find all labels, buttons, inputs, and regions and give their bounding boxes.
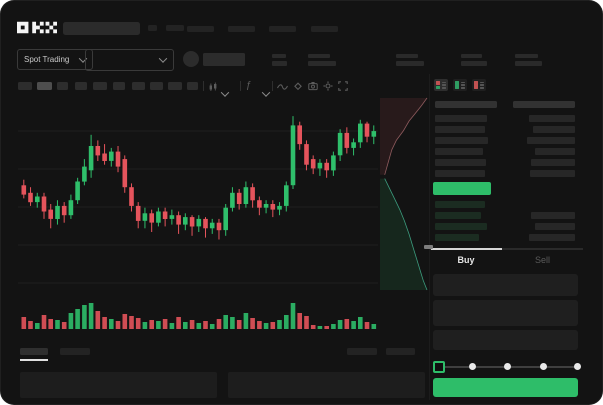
last-price-marker: [424, 245, 433, 249]
amount-input[interactable]: [433, 300, 578, 326]
draw-tool-icon[interactable]: [293, 81, 305, 93]
orderbook-ask-row[interactable]: [435, 115, 575, 122]
amount-bar: [533, 126, 575, 133]
total-input[interactable]: [433, 330, 578, 350]
bottom-tab[interactable]: [60, 348, 90, 355]
coin-avatar: [183, 51, 199, 67]
search-input[interactable]: [63, 22, 140, 35]
amount-bar: [527, 137, 575, 144]
amount-bar: [529, 234, 575, 241]
orderbook-ask-row[interactable]: [435, 170, 575, 177]
timeframe-button[interactable]: [150, 82, 163, 90]
orderbook-bid-row[interactable]: [435, 234, 575, 241]
timeframe-button[interactable]: [93, 82, 107, 90]
amount-bar: [535, 148, 575, 155]
bottom-tab-active[interactable]: [20, 348, 48, 355]
buy-tab-indicator: [431, 248, 502, 250]
orderbook-ask-row[interactable]: [435, 148, 575, 155]
amount-bar: [529, 115, 575, 122]
orderbook-ask-row[interactable]: [435, 159, 575, 166]
depth-size-bar: [435, 170, 485, 177]
tab-buy[interactable]: Buy: [457, 255, 475, 265]
timeframe-button[interactable]: [75, 82, 87, 90]
amount-bar: [535, 223, 575, 230]
volume-histogram: [21, 303, 377, 329]
timeframe-button[interactable]: [168, 82, 182, 90]
market-type-dropdown[interactable]: Spot Trading: [17, 49, 93, 70]
price-input[interactable]: [433, 274, 578, 296]
depth-size-bar: [435, 234, 479, 241]
orderbook-combined-icon[interactable]: [434, 79, 448, 91]
depth-size-bar: [435, 126, 485, 133]
pair-selector-dropdown[interactable]: [85, 49, 174, 71]
slider-stop-75pct[interactable]: [540, 363, 547, 370]
depth-size-bar: [435, 148, 483, 155]
candle-series: [21, 116, 377, 240]
depth-size-bar: [435, 212, 481, 219]
bottom-action-placeholder[interactable]: [386, 348, 415, 355]
orderbook-header-amount: [513, 101, 575, 108]
nav-menu-item[interactable]: [228, 26, 255, 32]
nav-menu-item[interactable]: [269, 26, 296, 32]
panel-divider: [429, 74, 430, 400]
slider-stop-100pct[interactable]: [574, 363, 581, 370]
last-price-bar[interactable]: [433, 182, 491, 195]
timeframe-button[interactable]: [132, 82, 145, 90]
slider-stop-25pct[interactable]: [469, 363, 476, 370]
amount-bar: [531, 212, 575, 219]
orderbook-bid-row[interactable]: [435, 223, 575, 230]
timeframe-button[interactable]: [113, 82, 125, 90]
timeframe-button[interactable]: [187, 82, 198, 90]
toolbar-divider: [240, 81, 241, 91]
camera-icon[interactable]: [308, 81, 320, 93]
bottom-action-placeholder[interactable]: [347, 348, 377, 355]
line-type-icon[interactable]: [277, 82, 289, 94]
depth-size-bar: [435, 159, 486, 166]
pair-name-placeholder: [203, 53, 245, 66]
timeframe-button[interactable]: [57, 82, 68, 90]
okx-logo[interactable]: [17, 21, 57, 34]
slider-handle-0pct[interactable]: [433, 361, 445, 373]
bottom-panel: [20, 372, 217, 398]
buy-button[interactable]: [433, 378, 578, 397]
candle-style-icon[interactable]: [208, 82, 220, 94]
depth-size-bar: [435, 201, 485, 208]
nav-menu-item[interactable]: [311, 26, 338, 32]
toolbar-divider: [203, 81, 204, 91]
bottom-tab-indicator: [20, 359, 48, 361]
fullscreen-icon[interactable]: [338, 81, 350, 93]
depth-chart: [380, 97, 428, 291]
settings-gear-icon[interactable]: [323, 81, 335, 93]
orderbook-ask-row[interactable]: [435, 137, 575, 144]
orderbook-ask-row[interactable]: [435, 126, 575, 133]
orderbook-bid-row[interactable]: [435, 201, 575, 208]
bottom-panel: [228, 372, 425, 398]
candlestick-chart[interactable]: [0, 0, 436, 405]
timeframe-button[interactable]: [18, 82, 32, 90]
timeframe-button[interactable]: [37, 82, 52, 90]
orderbook-header-price: [435, 101, 497, 108]
okx-logo-icon: [17, 21, 57, 34]
amount-bar: [530, 170, 575, 177]
orderbook-asks: [435, 115, 575, 181]
tab-sell[interactable]: Sell: [534, 255, 550, 265]
slider-stop-50pct[interactable]: [504, 363, 511, 370]
market-type-label: Spot Trading: [24, 55, 70, 64]
orderbook-asks-icon[interactable]: [472, 79, 486, 91]
orderbook-bid-row[interactable]: [435, 212, 575, 219]
nav-placeholder[interactable]: [148, 25, 157, 31]
depth-size-bar: [435, 115, 487, 122]
indicator-fx-icon[interactable]: ƒ: [246, 80, 252, 91]
chart-gridlines: [18, 130, 378, 284]
orderbook-bids-icon[interactable]: [453, 79, 467, 91]
depth-size-bar: [435, 137, 488, 144]
toolbar-divider: [272, 81, 273, 91]
amount-bar: [531, 159, 575, 166]
nav-placeholder[interactable]: [166, 25, 184, 31]
tab-divider: [430, 248, 583, 250]
nav-menu-item[interactable]: [187, 26, 214, 32]
depth-size-bar: [435, 223, 487, 230]
orderbook-bids: [435, 201, 575, 245]
